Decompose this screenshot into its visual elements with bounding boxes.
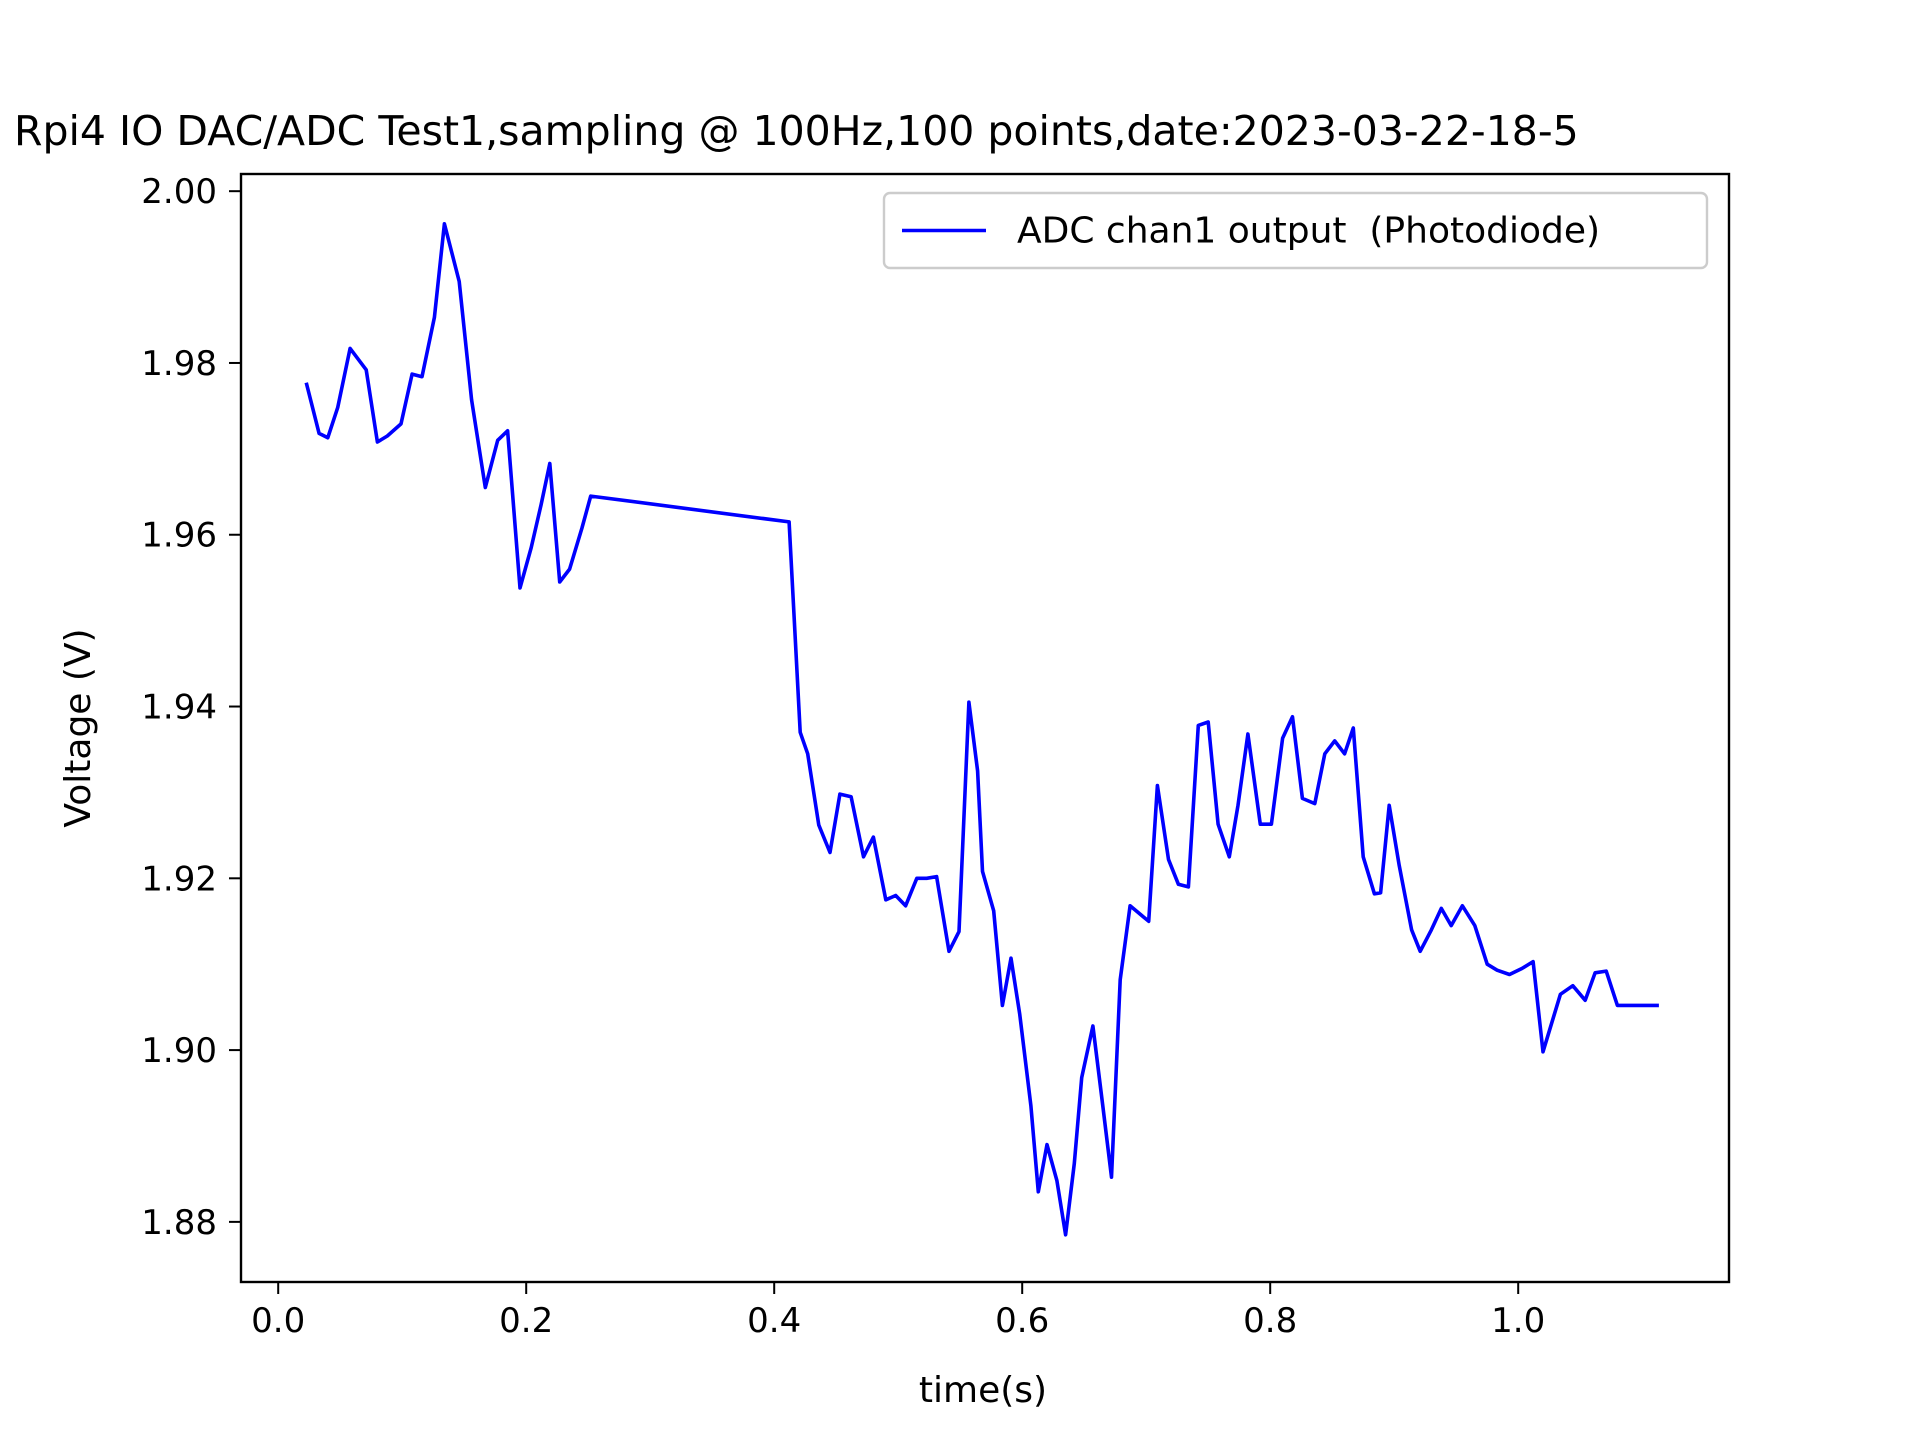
plot-frame (239, 172, 1731, 1284)
legend-label: ADC chan1 output (Photodiode) (1017, 211, 1600, 252)
y-tick-label: 1.90 (141, 1031, 217, 1071)
y-tick-label: 1.92 (141, 859, 217, 899)
y-axis-title: Voltage (V) (58, 628, 99, 827)
axes: 0.0 0.2 0.4 0.6 0.8 1.0 1.88 1.90 1.92 1.94 1.96 1.… (141, 172, 1731, 1341)
y-tick-label: 1.88 (141, 1203, 217, 1243)
y-tick-label: 1.96 (141, 516, 217, 556)
plot-area (304, 222, 1659, 1237)
x-tick-label: 0.0 (251, 1301, 305, 1341)
legend-box (882, 191, 1709, 270)
x-tick-label: 0.4 (747, 1301, 801, 1341)
y-tick-label: 1.94 (141, 688, 217, 728)
x-axis-title: time(s) (919, 1370, 1047, 1411)
y-tick-label: 2.00 (141, 172, 217, 212)
series-line-0 (304, 222, 1659, 1237)
y-tick-label: 1.98 (141, 344, 217, 384)
legend: ADC chan1 output (Photodiode) (882, 191, 1709, 270)
x-tick-label: 0.6 (995, 1301, 1049, 1341)
x-tick-label: 0.8 (1243, 1301, 1297, 1341)
x-tick-label: 0.2 (499, 1301, 553, 1341)
chart-title: Rpi4 IO DAC/ADC Test1,sampling @ 100Hz,1… (14, 107, 1579, 155)
x-tick-label: 1.0 (1491, 1301, 1545, 1341)
